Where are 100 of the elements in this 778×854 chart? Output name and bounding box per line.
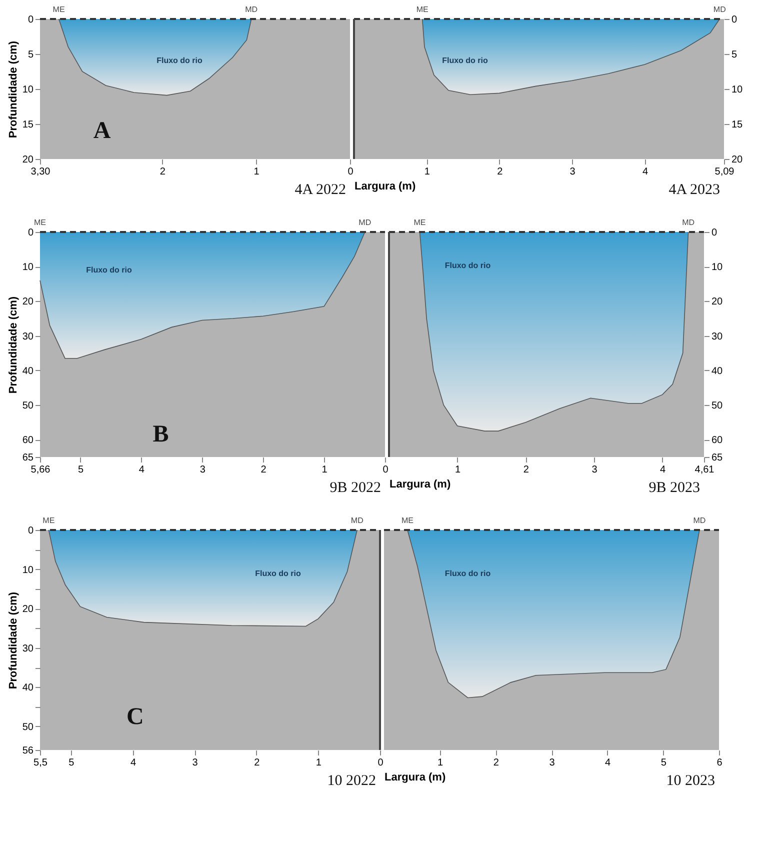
x-tick-label: 2	[493, 758, 500, 768]
x-tick-label: 1	[424, 166, 430, 178]
x-tick-label: 1	[316, 758, 322, 768]
text: 10 2022	[327, 773, 376, 789]
x-tick-label: 3,30	[30, 166, 51, 178]
y-tick-label: 50	[22, 400, 34, 412]
y-tick-label: 0	[28, 14, 34, 26]
text: MD	[358, 218, 372, 227]
annotation: A	[93, 118, 112, 144]
annotation: Fluxo do rio	[255, 569, 301, 578]
y-tick-label: 50	[712, 400, 724, 412]
annotation: Fluxo do rio	[444, 569, 491, 578]
x-tick-label: 5,09	[714, 166, 735, 178]
y-tick-label: 20	[22, 604, 34, 616]
x-tick-label: 1	[438, 758, 444, 768]
x-tick-label: 1	[455, 464, 462, 476]
annotation: B	[152, 422, 169, 448]
y-axis-title: Profundidade (cm)	[7, 296, 20, 394]
y-tick-label: 30	[712, 331, 724, 342]
x-tick-label: 5	[78, 464, 84, 476]
x-tick-label: 0	[348, 166, 354, 178]
text: ME	[416, 5, 428, 14]
x-tick-label: 3	[549, 758, 556, 768]
y-tick-label: 60	[22, 435, 34, 446]
x-tick-label: 1	[254, 166, 260, 178]
y-tick-label: 10	[22, 262, 34, 274]
y-tick-label: 15	[732, 120, 744, 130]
y-tick-label: 20	[22, 296, 34, 308]
y-tick-label: 56	[22, 746, 34, 756]
annotation: C	[126, 704, 144, 730]
x-tick-label: 4	[642, 166, 648, 178]
annotation: Fluxo do rio	[156, 56, 202, 65]
text: ME	[52, 5, 65, 14]
x-tick-label: 3	[592, 464, 598, 476]
y-tick-label: 20	[22, 154, 34, 166]
x-tick-label: 2	[497, 166, 504, 178]
x-tick-label: 5,66	[30, 464, 51, 476]
y-tick-label: 5	[28, 50, 34, 60]
x-tick-label: 2	[160, 166, 166, 178]
y-tick-label: 30	[22, 643, 34, 654]
x-tick-label: 3	[192, 758, 198, 768]
x-axis-title: Largura (m)	[390, 478, 451, 490]
x-tick-label: 3	[570, 166, 576, 178]
x-tick-label: 0	[378, 758, 384, 768]
text: ME	[34, 218, 46, 227]
text: 4A 2022	[294, 182, 346, 198]
text: ME	[42, 516, 55, 525]
y-axis-title: Profundidade (cm)	[7, 40, 20, 138]
x-tick-label: 5	[68, 758, 75, 768]
y-tick-label: 10	[22, 564, 34, 576]
y-tick-label: 40	[22, 366, 34, 377]
y-tick-label: 10	[712, 262, 724, 274]
x-tick-label: 1	[322, 464, 328, 476]
y-tick-label: 30	[22, 331, 34, 342]
y-tick-label: 0	[28, 228, 34, 238]
x-tick-label: 2	[254, 758, 260, 768]
x-tick-label: 4	[138, 464, 145, 476]
y-tick-label: 65	[712, 452, 724, 464]
x-tick-label: 2	[260, 464, 267, 476]
y-tick-label: 10	[22, 84, 34, 96]
x-axis-title: Largura (m)	[354, 180, 416, 192]
x-tick-label: 4	[130, 758, 136, 768]
x-tick-label: 3	[200, 464, 206, 476]
text: MD	[350, 516, 364, 525]
x-tick-label: 5	[660, 758, 667, 768]
text: 4A 2023	[668, 182, 720, 198]
y-tick-label: 10	[732, 84, 744, 96]
y-axis-title: Profundidade (cm)	[7, 592, 20, 690]
text: ME	[414, 218, 426, 227]
x-tick-label: 4	[660, 464, 666, 476]
y-tick-label: 0	[712, 228, 718, 238]
y-tick-label: 65	[22, 452, 34, 464]
x-tick-label: 5,5	[34, 758, 48, 768]
y-tick-label: 0	[28, 526, 34, 536]
annotation: Fluxo do rio	[442, 56, 488, 65]
text: MD	[693, 516, 706, 525]
y-tick-label: 15	[22, 120, 34, 130]
y-tick-label: 60	[712, 435, 724, 446]
y-tick-label: 20	[712, 296, 724, 308]
y-tick-label: 20	[732, 154, 744, 166]
text: 9B 2022	[330, 480, 381, 496]
text: 9B 2023	[648, 480, 700, 496]
x-axis-title: Largura (m)	[384, 772, 446, 784]
text: MD	[713, 5, 726, 14]
annotation: Fluxo do rio	[86, 265, 132, 274]
x-tick-label: 0	[382, 464, 389, 476]
y-tick-label: 40	[22, 682, 34, 694]
x-tick-label: 4	[605, 758, 612, 768]
text: 10 2023	[666, 773, 715, 789]
x-tick-label: 6	[716, 758, 723, 768]
y-tick-label: 5	[732, 50, 738, 60]
x-tick-label: 2	[523, 464, 530, 476]
text: MD	[245, 5, 258, 14]
y-tick-label: 0	[732, 14, 738, 26]
y-tick-label: 40	[712, 366, 724, 377]
annotation: Fluxo do rio	[444, 260, 491, 270]
text: MD	[682, 218, 695, 227]
text: ME	[401, 516, 414, 525]
y-tick-label: 50	[22, 722, 34, 733]
x-tick-label: 4,61	[694, 464, 715, 476]
